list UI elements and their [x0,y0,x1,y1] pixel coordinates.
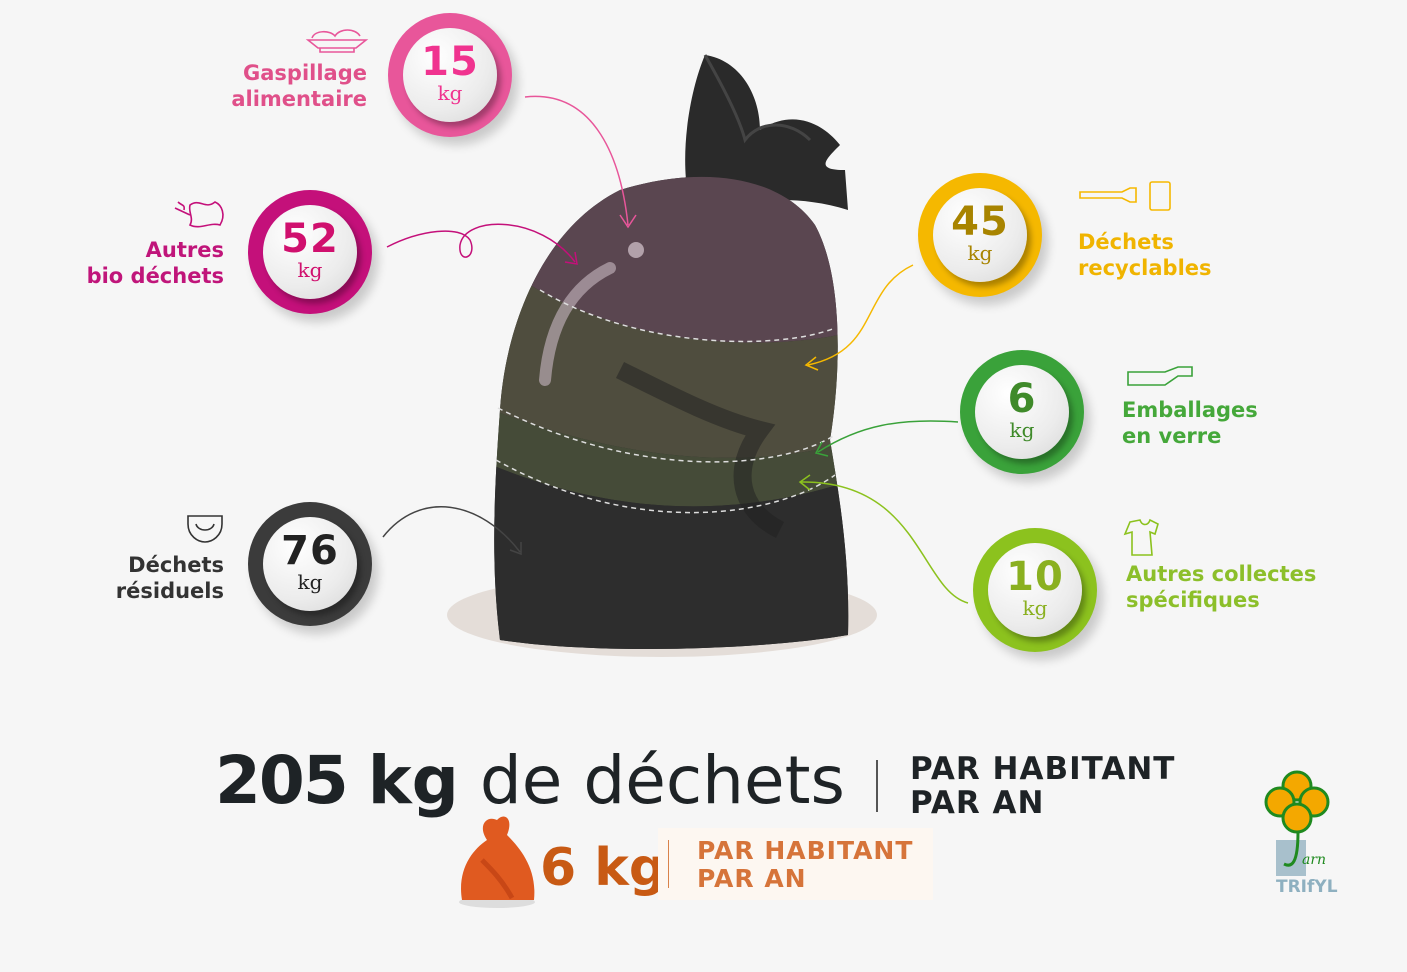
food-plate-icon [305,29,369,53]
per-line: PAR HABITANT [697,836,914,865]
per-line: PAR HABITANT [910,751,1176,787]
arrow-verre [814,420,959,457]
label-line: Autres collectes [1126,562,1317,586]
label-line: Déchets [1078,230,1174,254]
per-line: PAR AN [910,785,1045,821]
label-bio: Autres bio déchets [87,237,224,289]
bottle-can-icon [1079,181,1171,211]
secondary-per-box [658,828,933,900]
circle-gaspillage: 15 kg [388,13,512,137]
separator [876,760,878,812]
label-line: résiduels [115,579,224,603]
label-line: spécifiques [1126,588,1260,612]
value-bio: 52 [281,216,339,262]
total-unit: kg [367,742,459,819]
separator [668,840,669,888]
value-specifiques: 10 [1006,554,1064,600]
leaf-branch-icon [174,201,224,228]
label-verre: Emballages en verre [1122,397,1258,449]
unit-bio: kg [297,258,323,282]
label-residuels: Déchets résiduels [116,552,224,604]
unit-residuels: kg [297,570,323,594]
total-value: 205 [215,742,349,819]
circle-residuels: 76 kg [248,502,372,626]
label-line: Gaspillage [243,61,367,85]
secondary-per: PAR HABITANT PAR AN [697,837,913,893]
value-verre: 6 [1007,376,1037,422]
label-gaspillage: Gaspillage alimentaire [231,60,367,112]
unit-specifiques: kg [1022,596,1048,620]
value-recyclables: 45 [951,199,1009,245]
logo-script: arn [1302,852,1326,868]
tarn-trifyl-logo: arn TRIfYL [1264,770,1338,897]
label-line: Déchets [128,553,224,577]
value-residuels: 76 [281,528,339,574]
label-line: Emballages [1122,398,1258,422]
label-line: bio déchets [86,264,224,288]
total-text: de déchets [479,742,845,819]
circle-specifiques: 10 kg [973,528,1097,652]
total-per: PAR HABITANT PAR AN [910,752,1175,820]
circle-verre: 6 kg [960,350,1084,474]
secondary-value: 6 kg [540,838,667,898]
label-line: recyclables [1078,256,1212,280]
unit-recyclables: kg [967,241,993,265]
arrow-bio [386,223,578,265]
glass-bottle-icon [1127,366,1193,386]
total-headline: 205 kg de déchets [215,742,845,819]
label-line: alimentaire [231,87,367,111]
circle-bio: 52 kg [248,190,372,314]
logo-text: TRIfYL [1276,877,1338,897]
unit-gaspillage: kg [437,81,463,105]
arrow-gaspillage [524,95,637,229]
unit-verre: kg [1009,418,1035,442]
arrow-specifiques [798,474,969,604]
tshirt-icon [1123,518,1159,556]
orange-bag-icon [459,816,535,908]
label-recyclables: Déchets recyclables [1078,229,1212,281]
value-gaspillage: 15 [421,39,479,85]
circle-recyclables: 45 kg [918,173,1042,297]
label-line: Autres [145,238,224,262]
label-line: en verre [1122,424,1222,448]
per-line: PAR AN [697,864,807,893]
label-specifiques: Autres collectes spécifiques [1126,561,1316,613]
diaper-icon [187,515,223,543]
arrow-recyclables [804,264,914,371]
arrow-residuels [382,506,522,556]
